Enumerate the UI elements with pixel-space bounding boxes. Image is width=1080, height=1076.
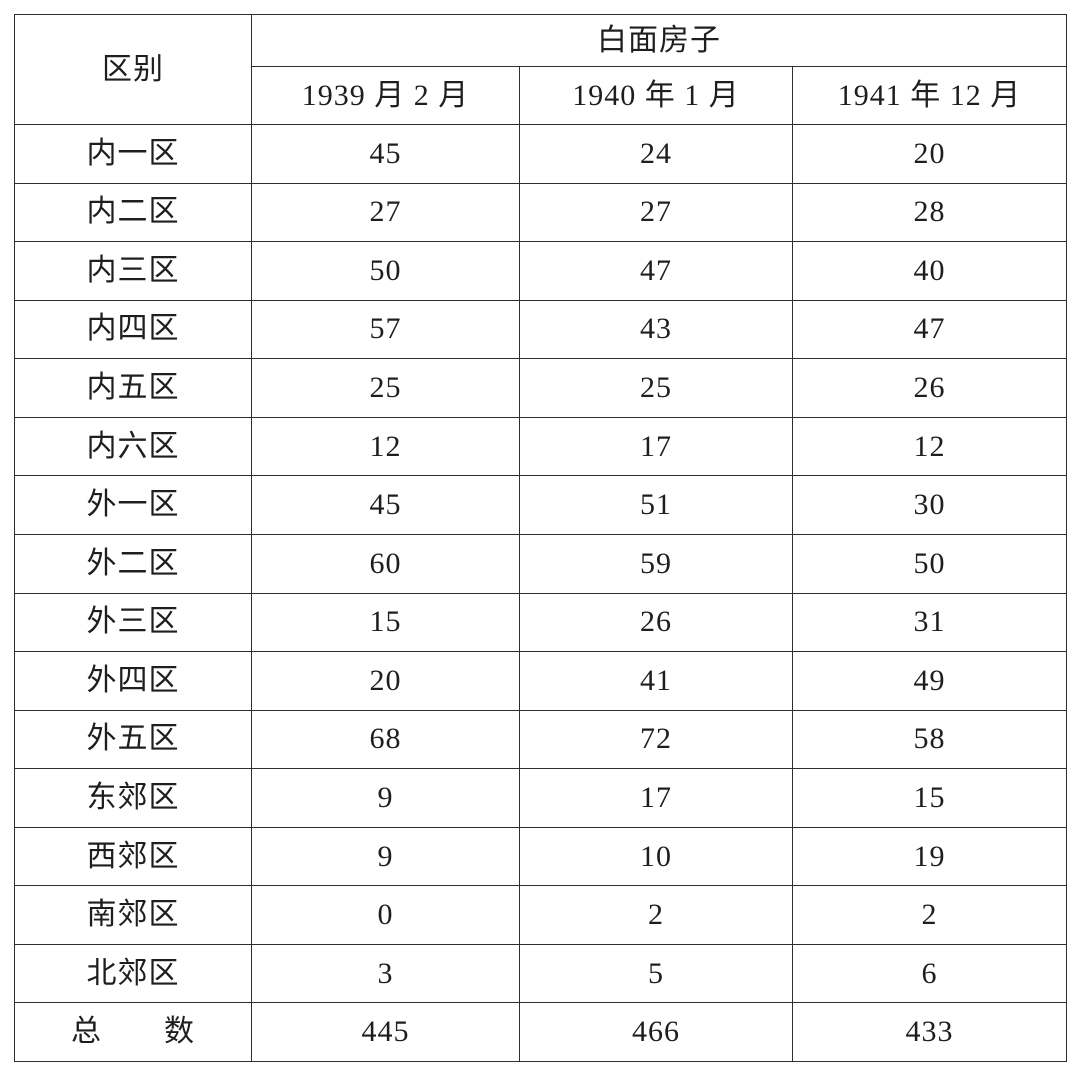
group-header-row: 区别 白面房子 <box>14 14 1068 125</box>
cell-value: 47 <box>519 241 793 301</box>
cell-value: 58 <box>791 709 1068 770</box>
cell-value: 9 <box>251 768 520 828</box>
cell-value: 26 <box>791 358 1068 418</box>
table-row: 东郊区 9 17 15 <box>14 768 1068 828</box>
cell-value: 15 <box>251 592 520 653</box>
table-row: 内三区 50 47 40 <box>14 241 1068 301</box>
table-row: 内四区 57 43 47 <box>14 299 1068 360</box>
row-label: 内五区 <box>14 358 252 418</box>
cell-value: 19 <box>791 826 1068 887</box>
cell-value: 41 <box>519 651 793 711</box>
cell-value: 466 <box>519 1002 793 1062</box>
cell-value: 28 <box>791 182 1068 243</box>
cell-value: 68 <box>251 709 520 770</box>
cell-value: 2 <box>791 885 1068 945</box>
row-label: 内三区 <box>14 241 252 301</box>
table-row: 内一区 45 24 20 <box>14 124 1068 184</box>
row-label: 北郊区 <box>14 943 252 1004</box>
group-header-white-flour-houses: 白面房子 <box>250 14 1068 67</box>
table-row: 总 数 445 466 433 <box>14 1002 1068 1062</box>
cell-value: 445 <box>251 1002 520 1062</box>
cell-value: 24 <box>519 124 793 184</box>
row-label: 外五区 <box>14 709 252 770</box>
cell-value: 25 <box>251 358 520 418</box>
table-row: 外三区 15 26 31 <box>14 592 1068 653</box>
cell-value: 26 <box>519 592 793 653</box>
column-header-1939: 1939 月 2 月 <box>251 66 520 125</box>
cell-value: 10 <box>519 826 793 887</box>
cell-value: 40 <box>791 241 1068 301</box>
cell-value: 12 <box>791 416 1068 477</box>
table-body: 内一区 45 24 20 内二区 27 27 28 内三区 50 47 40 内四区 57 43 47 内五区 2… <box>14 124 1068 1062</box>
table-row: 西郊区 9 10 19 <box>14 826 1068 887</box>
cell-value: 50 <box>251 241 520 301</box>
row-label: 外二区 <box>14 533 252 594</box>
table-row: 外一区 45 51 30 <box>14 475 1068 535</box>
cell-value: 51 <box>519 475 793 535</box>
cell-value: 27 <box>251 182 520 243</box>
table-row: 内六区 12 17 12 <box>14 416 1068 477</box>
table-row: 外二区 60 59 50 <box>14 533 1068 594</box>
cell-value: 20 <box>251 651 520 711</box>
row-label: 东郊区 <box>14 768 252 828</box>
cell-value: 50 <box>791 533 1068 594</box>
cell-value: 25 <box>519 358 793 418</box>
cell-value: 12 <box>251 416 520 477</box>
cell-value: 2 <box>519 885 793 945</box>
row-label: 内一区 <box>14 124 252 184</box>
table-row: 外五区 68 72 58 <box>14 709 1068 770</box>
row-label: 内六区 <box>14 416 252 477</box>
table-row: 南郊区 0 2 2 <box>14 885 1068 945</box>
table-row: 外四区 20 41 49 <box>14 651 1068 711</box>
cell-value: 57 <box>251 299 520 360</box>
cell-value: 49 <box>791 651 1068 711</box>
cell-value: 72 <box>519 709 793 770</box>
cell-value: 20 <box>791 124 1068 184</box>
cell-value: 3 <box>251 943 520 1004</box>
cell-value: 5 <box>519 943 793 1004</box>
row-label: 南郊区 <box>14 885 252 945</box>
column-header-row: 1939 月 2 月 1940 年 1 月 1941 年 12 月 <box>15 66 1068 125</box>
district-statistics-table: 区别 白面房子 1939 月 2 月 1940 年 1 月 1941 年 12 … <box>14 14 1068 1062</box>
cell-value: 27 <box>519 182 793 243</box>
cell-value: 17 <box>519 768 793 828</box>
row-label: 西郊区 <box>14 826 252 887</box>
column-header-1941: 1941 年 12 月 <box>791 66 1068 125</box>
row-label: 内四区 <box>14 299 252 360</box>
cell-value: 31 <box>791 592 1068 653</box>
cell-value: 45 <box>251 124 520 184</box>
cell-value: 59 <box>519 533 793 594</box>
table-row: 内二区 27 27 28 <box>14 182 1068 243</box>
cell-value: 9 <box>251 826 520 887</box>
cell-value: 30 <box>791 475 1068 535</box>
cell-value: 43 <box>519 299 793 360</box>
row-label: 内二区 <box>14 182 252 243</box>
row-label: 外四区 <box>14 651 252 711</box>
corner-header-district: 区别 <box>14 14 252 125</box>
cell-value: 17 <box>519 416 793 477</box>
cell-value: 60 <box>251 533 520 594</box>
cell-value: 433 <box>791 1002 1068 1062</box>
table-row: 内五区 25 25 26 <box>14 358 1068 418</box>
cell-value: 47 <box>791 299 1068 360</box>
row-label: 外三区 <box>14 592 252 653</box>
row-label: 外一区 <box>14 475 252 535</box>
cell-value: 45 <box>251 475 520 535</box>
cell-value: 0 <box>251 885 520 945</box>
column-header-1940: 1940 年 1 月 <box>519 66 793 125</box>
row-label: 总 数 <box>14 1002 252 1062</box>
cell-value: 6 <box>791 943 1068 1004</box>
table-row: 北郊区 3 5 6 <box>14 943 1068 1004</box>
cell-value: 15 <box>791 768 1068 828</box>
